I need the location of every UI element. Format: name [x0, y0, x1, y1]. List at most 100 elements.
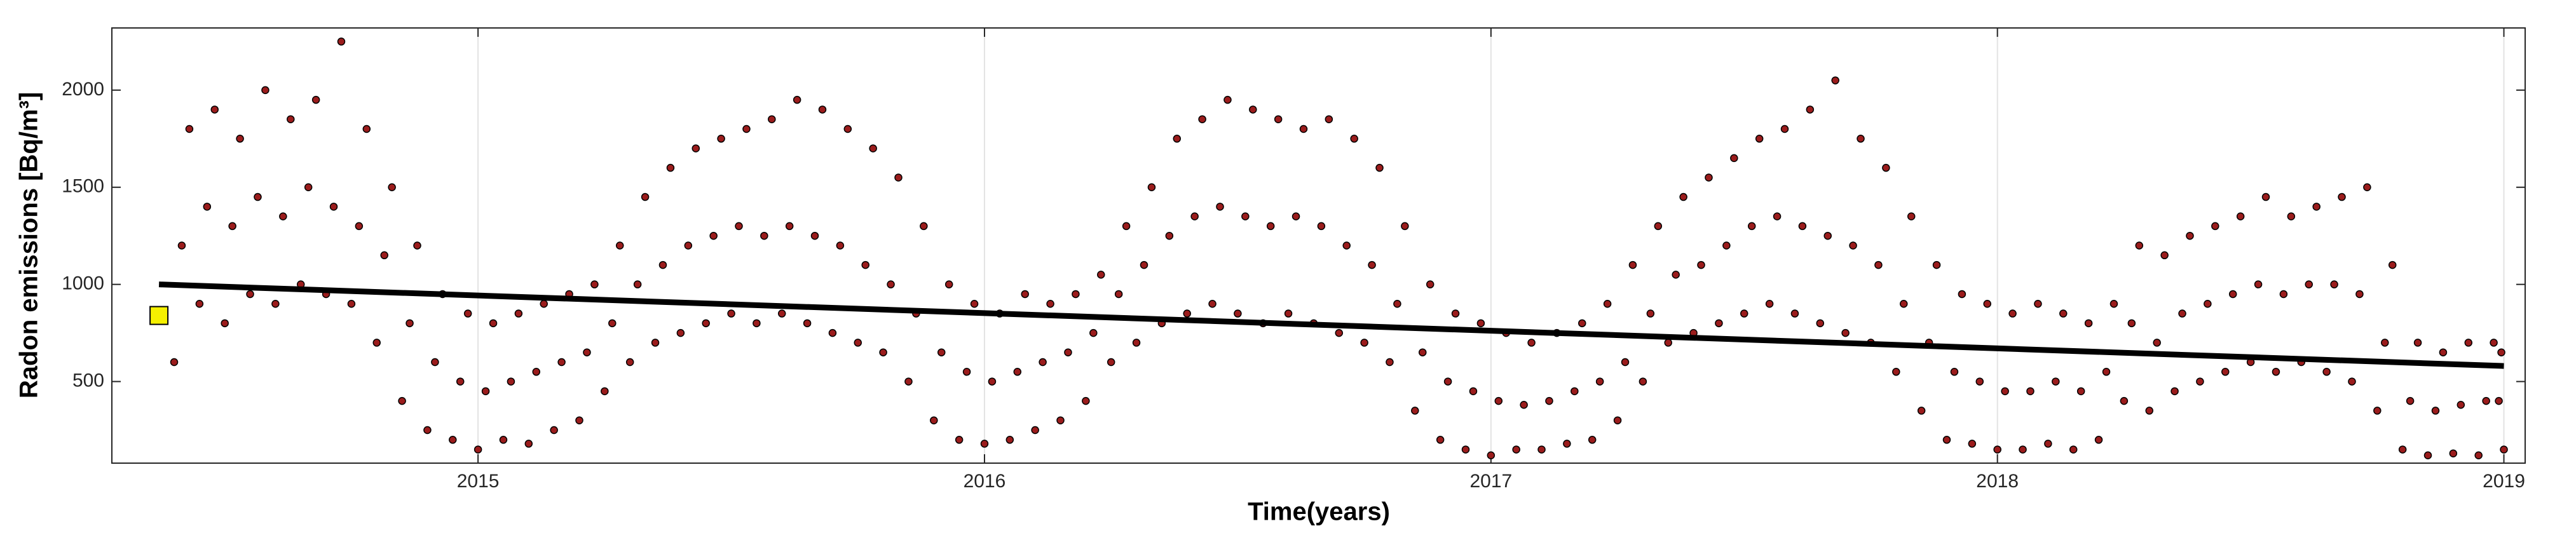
data-point [684, 241, 693, 250]
data-point [1208, 299, 1216, 308]
data-point [1654, 222, 1663, 231]
data-point [2305, 280, 2313, 288]
data-point [337, 37, 346, 46]
data-point [514, 309, 523, 318]
data-point [2373, 407, 2382, 415]
y-tick-label: 1500 [62, 176, 104, 197]
data-point [641, 192, 650, 201]
data-point [2355, 290, 2364, 299]
data-point [1942, 436, 1951, 444]
data-point [2094, 436, 2103, 444]
data-point [210, 105, 219, 114]
data-point [499, 436, 508, 444]
data-point [2363, 183, 2371, 192]
data-point [702, 319, 710, 328]
data-point [311, 95, 320, 104]
data-point [1183, 309, 1191, 318]
data-point [1082, 396, 1090, 405]
data-point [1476, 319, 1485, 328]
data-point [1571, 387, 1579, 396]
data-point [843, 125, 852, 133]
data-point [1588, 436, 1597, 444]
data-point [810, 231, 819, 240]
data-point [388, 183, 396, 192]
data-point [261, 86, 269, 95]
data-point [1386, 358, 1394, 367]
data-point [1426, 280, 1435, 288]
data-point [937, 348, 946, 356]
data-point [1173, 135, 1182, 143]
data-point [1628, 260, 1637, 269]
data-point [651, 339, 660, 347]
data-point [608, 319, 617, 328]
data-point [2228, 290, 2237, 299]
data-point [1679, 192, 1687, 201]
data-point [836, 241, 845, 250]
data-point [2322, 368, 2331, 376]
data-point [962, 368, 971, 376]
data-point [1122, 222, 1131, 231]
data-point [254, 192, 262, 201]
data-point [1375, 163, 1384, 172]
data-point [405, 319, 414, 328]
data-point [1968, 440, 1977, 448]
data-point [1578, 319, 1586, 328]
data-point [1401, 222, 1409, 231]
data-point [228, 222, 236, 231]
data-point [2236, 212, 2245, 220]
data-point [1816, 319, 1825, 328]
data-point [1950, 368, 1959, 376]
data-point [709, 231, 718, 240]
data-point [463, 309, 472, 318]
data-point [1705, 173, 1713, 182]
data-point [2413, 339, 2422, 347]
data-point [854, 339, 862, 347]
data-point [2312, 203, 2320, 211]
data-point [676, 328, 685, 337]
data-point [1249, 105, 1257, 114]
data-point [2272, 368, 2280, 376]
data-point [1603, 299, 1612, 308]
data-point [1198, 115, 1206, 123]
data-point [955, 436, 964, 444]
data-point [1932, 260, 1941, 269]
data-point [1107, 358, 1115, 367]
data-point [590, 280, 599, 288]
data-point [1056, 416, 1065, 424]
data-point [1975, 377, 1984, 386]
data-point [735, 222, 743, 231]
data-point [1672, 271, 1680, 279]
data-point [1715, 319, 1723, 328]
data-point [398, 396, 406, 405]
data-point [221, 319, 229, 328]
data-point [717, 135, 725, 143]
data-point [170, 358, 179, 367]
data-point [1595, 377, 1604, 386]
data-point [2330, 280, 2338, 288]
data-point [1005, 436, 1014, 444]
data-point [1234, 309, 1242, 318]
data-point [1664, 339, 1672, 347]
data-point [1046, 299, 1054, 308]
data-point [2497, 348, 2505, 356]
data-point [742, 125, 751, 133]
data-point [1350, 135, 1358, 143]
y-tick-label: 500 [72, 370, 104, 391]
data-point [1613, 416, 1622, 424]
data-point [869, 144, 877, 152]
data-point [2449, 449, 2458, 457]
data-point [2500, 445, 2508, 454]
data-point [2439, 348, 2448, 356]
data-point [2279, 290, 2288, 299]
data-point [557, 358, 566, 367]
data-point [2338, 192, 2346, 201]
x-tick-label: 2015 [457, 471, 500, 492]
data-point [1747, 222, 1756, 231]
data-point [2423, 451, 2432, 460]
data-point [2160, 251, 2169, 260]
data-point [2044, 440, 2052, 448]
data-point [2171, 387, 2179, 396]
data-point [304, 183, 313, 192]
data-point [2102, 368, 2111, 376]
